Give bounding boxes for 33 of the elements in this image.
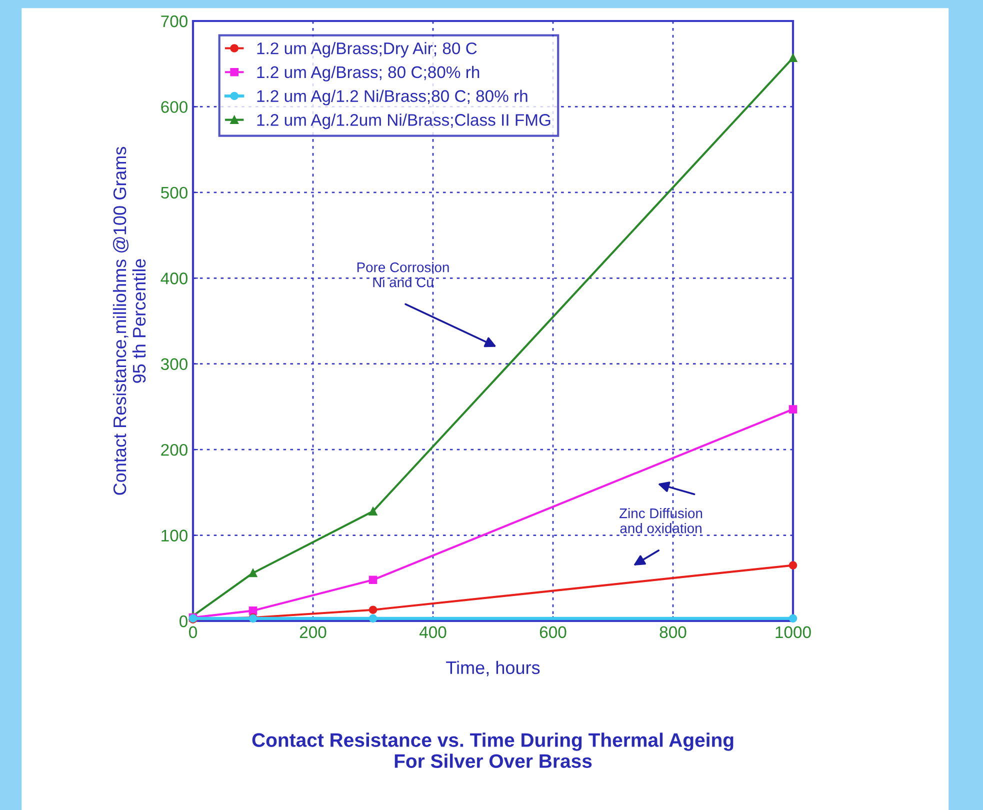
legend-label: 1.2 um Ag/1.2 Ni/Brass;80 C; 80% rh bbox=[257, 90, 528, 106]
point bbox=[788, 614, 798, 623]
legend-label: 1.2 um Ag/Brass; 80 C;80% rh bbox=[257, 66, 480, 82]
point bbox=[248, 568, 258, 578]
y-tick-label: 100 bbox=[162, 530, 188, 542]
y-tick-label: 500 bbox=[161, 186, 188, 199]
point bbox=[788, 561, 798, 570]
x-tick-label: 600 bbox=[540, 626, 566, 638]
x-tick-label: 1000 bbox=[776, 626, 811, 638]
y-axis-title: Contact Resistance,milliohms @100 Grams 95 th Percentile bbox=[112, 146, 146, 495]
point bbox=[368, 576, 378, 584]
legend-label: 1.2 um Ag/1.2um Ni/Brass;Class II FMG bbox=[257, 114, 550, 130]
point bbox=[788, 54, 798, 62]
y-tick-label: 700 bbox=[161, 15, 188, 28]
text: Contact Resistance vs. Time During Thermal Ageing For Silver Over Brass bbox=[252, 732, 734, 768]
point bbox=[248, 606, 258, 615]
x-tick-label: 200 bbox=[300, 626, 326, 638]
legend-label: 1.2 um Ag/Brass;Dry Air; 80 C bbox=[257, 42, 477, 58]
point bbox=[368, 606, 378, 614]
y-tick-label: 0 bbox=[180, 615, 188, 628]
y-tick-label: 600 bbox=[161, 101, 188, 113]
annotation: Pore Corrosion Ni and Cu bbox=[357, 262, 449, 288]
y-tick-label: 200 bbox=[161, 444, 188, 456]
point bbox=[788, 405, 798, 414]
point bbox=[368, 614, 378, 623]
y-tick-label: 300 bbox=[160, 358, 188, 370]
x-tick-label: 800 bbox=[660, 626, 686, 638]
point bbox=[368, 507, 378, 516]
x-tick-label: 400 bbox=[419, 626, 446, 638]
annotation: Zinc Diffusion and oxidation bbox=[619, 508, 702, 534]
y-tick-label: 400 bbox=[160, 272, 188, 284]
x-tick-label: 0 bbox=[189, 626, 197, 638]
x-axis-title: Time, hours bbox=[446, 660, 540, 676]
